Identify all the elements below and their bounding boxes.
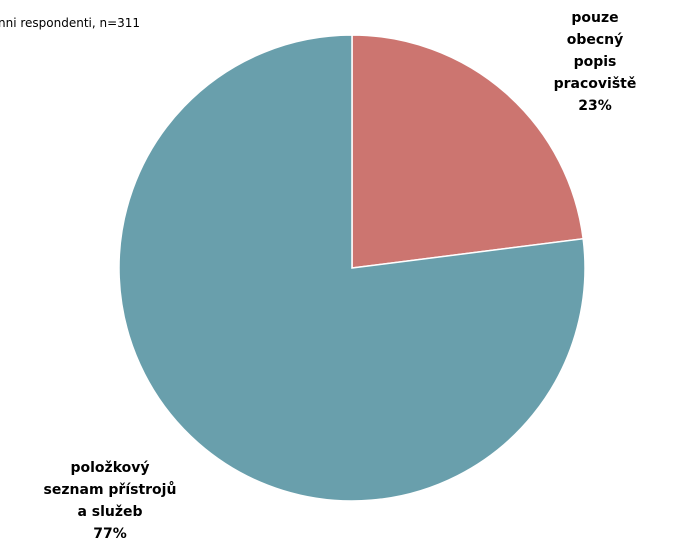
slice-label: položkový seznam přístrojů a služeb 77% (44, 457, 177, 545)
value-label: 23% (578, 98, 612, 114)
category-label: pouze obecný popis pracoviště (553, 10, 637, 92)
slice-label: pouze obecný popis pracoviště 23% (552, 7, 639, 117)
category-label: položkový seznam přístrojů a služeb (43, 460, 177, 520)
value-label: 77% (93, 526, 127, 542)
chart-subtitle: nni respondenti, n=311 (0, 16, 141, 30)
pie-slice (118, 34, 586, 502)
pie-slice (351, 34, 585, 269)
